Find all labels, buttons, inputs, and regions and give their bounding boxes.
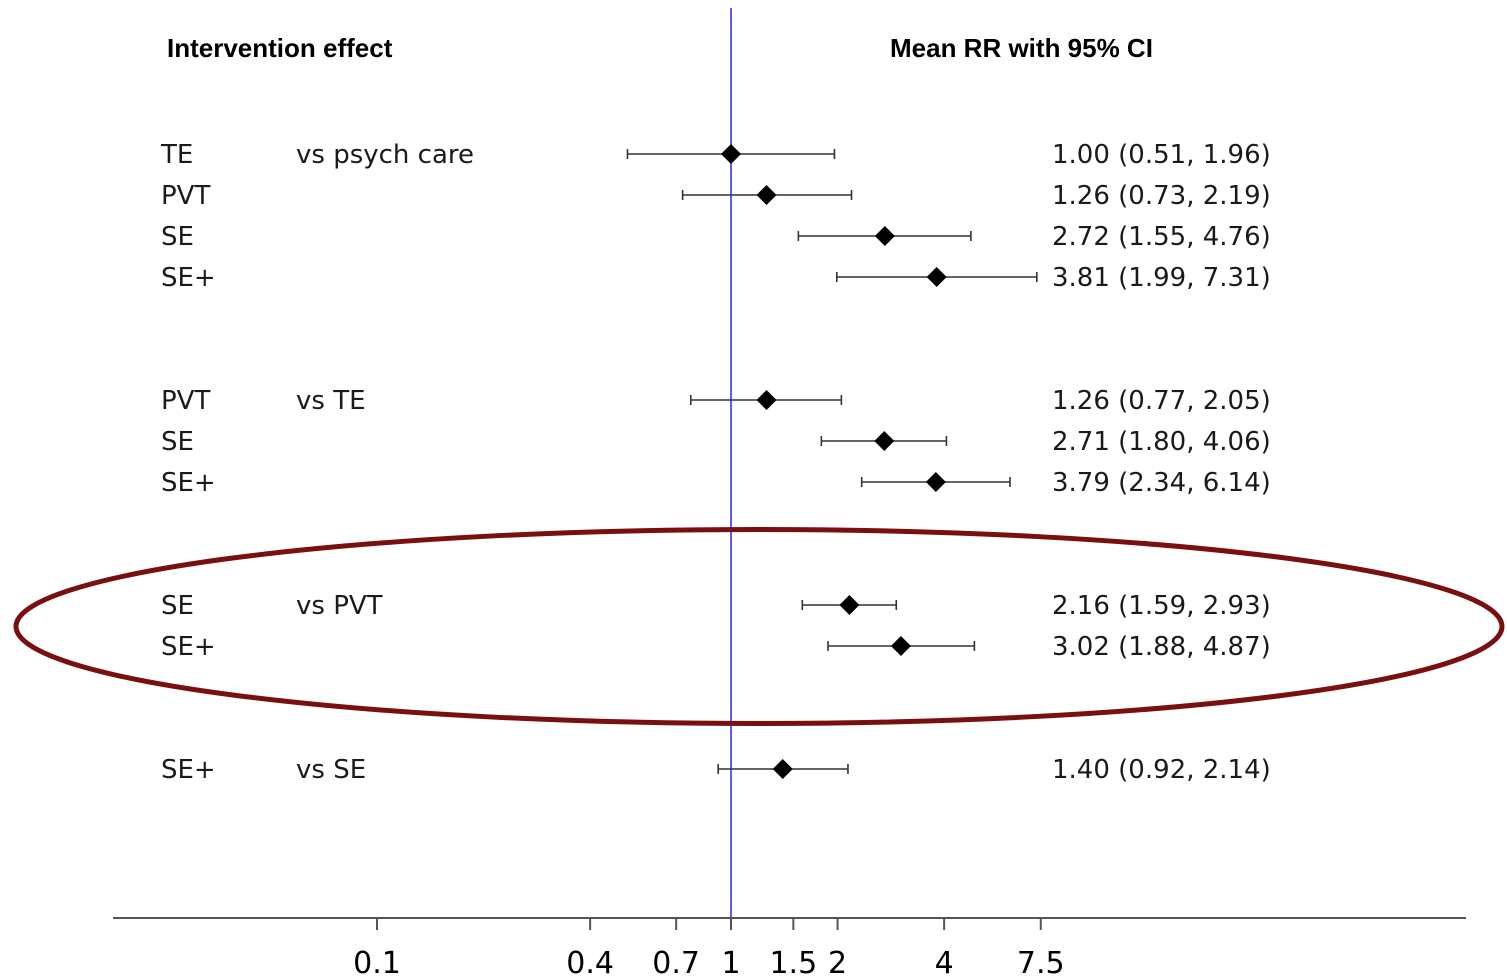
point-estimate-diamond [925,472,946,492]
treatment-label: SE+ [161,632,216,662]
x-tick-label: 1 [721,946,740,978]
treatment-label: TE [160,140,193,170]
point-estimate-diamond [756,390,777,410]
point-estimate-diamond [756,185,777,205]
highlight-ellipse [13,527,1505,726]
estimate-text: 2.71 (1.80, 4.06) [1052,427,1271,457]
x-tick-label: 0.7 [652,946,700,978]
comparator-label: vs PVT [296,591,383,621]
x-tick-label: 0.1 [353,946,401,978]
estimate-text: 1.26 (0.73, 2.19) [1052,181,1271,211]
x-tick-label: 2 [828,946,847,978]
treatment-label: SE [161,427,194,457]
estimate-text: 1.40 (0.92, 2.14) [1052,755,1271,785]
point-estimate-diamond [874,431,895,451]
estimate-text: 2.16 (1.59, 2.93) [1052,591,1271,621]
estimate-text: 1.00 (0.51, 1.96) [1052,140,1271,170]
estimate-text: 3.81 (1.99, 7.31) [1052,263,1271,293]
estimate-text: 2.72 (1.55, 4.76) [1052,222,1271,252]
treatment-label: SE [161,591,194,621]
treatment-label: PVT [161,386,210,416]
treatment-label: SE+ [161,755,216,785]
treatment-label: SE+ [161,468,216,498]
x-tick-label: 0.4 [566,946,614,978]
x-tick-label: 7.5 [1017,946,1065,978]
comparator-label: vs SE [296,755,366,785]
estimate-text: 1.26 (0.77, 2.05) [1052,386,1271,416]
estimate-text: 3.79 (2.34, 6.14) [1052,468,1271,498]
x-tick-label: 1.5 [769,946,817,978]
treatment-label: SE+ [161,263,216,293]
treatment-label: PVT [161,181,210,211]
x-tick-label: 4 [935,946,954,978]
estimate-text: 3.02 (1.88, 4.87) [1052,632,1271,662]
treatment-label: SE [161,222,194,252]
point-estimate-diamond [926,267,947,287]
comparator-label: vs psych care [296,140,474,170]
comparator-label: vs TE [296,386,366,416]
point-estimate-diamond [874,226,895,246]
header-intervention-effect: Intervention effect [167,33,393,63]
point-estimate-diamond [772,759,793,779]
header-mean-rr: Mean RR with 95% CI [890,33,1153,63]
point-estimate-diamond [839,595,860,615]
point-estimate-diamond [721,144,741,164]
point-estimate-diamond [890,636,911,656]
